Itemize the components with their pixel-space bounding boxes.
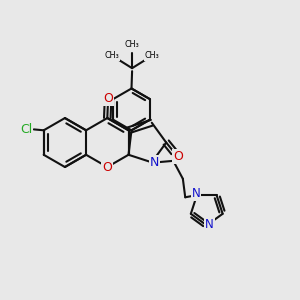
Text: O: O: [102, 160, 112, 173]
Text: O: O: [173, 150, 183, 163]
Text: N: N: [206, 218, 214, 231]
Text: N: N: [150, 156, 160, 169]
Text: Cl: Cl: [20, 123, 32, 136]
Text: CH₃: CH₃: [105, 51, 120, 60]
Text: N: N: [192, 187, 200, 200]
Text: O: O: [103, 92, 113, 105]
Text: CH₃: CH₃: [145, 51, 159, 60]
Text: CH₃: CH₃: [125, 40, 140, 50]
